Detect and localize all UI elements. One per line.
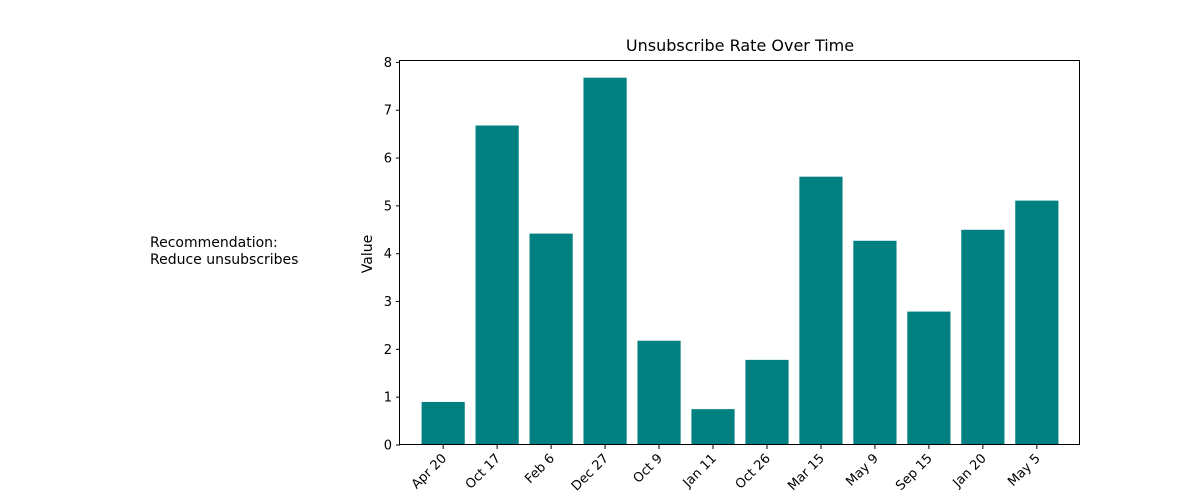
bar (637, 340, 681, 445)
bar (529, 233, 573, 445)
y-tick-label: 1 (384, 391, 392, 406)
y-tick-label: 5 (384, 199, 392, 214)
y-tick-label: 0 (384, 439, 392, 454)
bar (1015, 200, 1059, 445)
bar (583, 77, 627, 446)
x-tick-label: Oct 17 (463, 451, 504, 492)
y-tick-label: 4 (384, 247, 392, 262)
y-tick-label: 6 (384, 152, 392, 167)
bar (799, 176, 843, 445)
bar (961, 229, 1005, 445)
y-axis-ticks: 0 1 2 3 4 5 6 7 8 (384, 56, 400, 454)
recommendation-text: Reduce unsubscribes (150, 252, 299, 268)
bars (421, 77, 1059, 446)
x-tick-label: May 5 (1005, 451, 1043, 489)
x-tick-label: Jan 20 (950, 451, 990, 491)
y-tick-label: 7 (384, 104, 392, 119)
y-tick-label: 2 (384, 343, 392, 358)
x-tick-label: Jan 11 (680, 451, 720, 491)
plot-frame (399, 60, 1080, 445)
x-axis-ticks: Apr 20 Oct 17 Feb 6 Dec 27 Oct 9 Jan 11 Oct 26… (409, 445, 1044, 494)
x-tick-label: Dec 27 (569, 451, 612, 494)
chart-title: Unsubscribe Rate Over Time (626, 36, 854, 55)
recommendation-note: Recommendation: Reduce unsubscribes (150, 235, 298, 269)
bar (907, 311, 951, 445)
x-tick-label: Sep 15 (893, 451, 936, 494)
x-tick-label: Oct 9 (631, 451, 666, 486)
bar (853, 240, 897, 445)
bar (421, 401, 465, 445)
y-tick-label: 3 (384, 295, 392, 310)
y-axis-label: Value (360, 235, 376, 273)
recommendation-heading: Recommendation: (150, 235, 278, 251)
x-tick-label: May 9 (843, 451, 881, 489)
x-tick-label: Feb 6 (522, 451, 558, 487)
bar (475, 125, 519, 446)
y-tick-label: 8 (384, 56, 392, 71)
x-tick-label: Mar 15 (785, 451, 828, 494)
bar (691, 409, 735, 445)
bar (745, 359, 789, 445)
x-tick-label: Apr 20 (409, 451, 450, 492)
x-tick-label: Oct 26 (733, 451, 774, 492)
